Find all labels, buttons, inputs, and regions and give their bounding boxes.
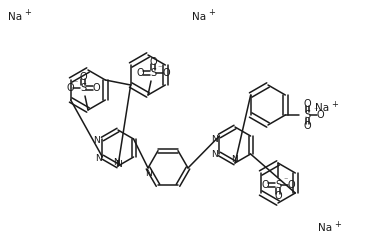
Text: N: N (116, 159, 123, 168)
Text: ⁻: ⁻ (158, 63, 162, 72)
Text: N: N (231, 155, 237, 164)
Text: N: N (211, 134, 218, 144)
Text: +: + (24, 8, 31, 17)
Text: Na: Na (192, 12, 206, 22)
Text: N: N (93, 136, 100, 145)
Text: O: O (149, 57, 157, 67)
Text: O: O (66, 83, 74, 93)
Text: S: S (80, 83, 86, 93)
Text: +: + (331, 99, 338, 109)
Text: N: N (114, 157, 120, 166)
Text: N: N (145, 168, 151, 177)
Text: O: O (287, 180, 295, 190)
Text: S: S (304, 110, 310, 120)
Text: O: O (79, 72, 87, 82)
Text: O: O (316, 110, 324, 120)
Text: Na: Na (8, 12, 22, 22)
Text: Na: Na (315, 103, 329, 113)
Text: N: N (95, 154, 102, 163)
Text: S: S (275, 180, 281, 190)
Text: ⁻: ⁻ (74, 78, 78, 87)
Text: O: O (162, 68, 170, 78)
Text: O: O (92, 83, 100, 93)
Text: ⁻: ⁻ (313, 105, 318, 114)
Text: N: N (211, 149, 218, 158)
Text: +: + (208, 8, 215, 17)
Text: O: O (136, 68, 144, 78)
Text: Na: Na (318, 223, 332, 233)
Text: +: + (334, 219, 341, 228)
Text: O: O (304, 99, 311, 109)
Text: O: O (274, 191, 282, 201)
Text: S: S (150, 68, 156, 78)
Text: O: O (261, 180, 269, 190)
Text: ⁻: ⁻ (284, 175, 288, 184)
Text: O: O (304, 121, 311, 131)
